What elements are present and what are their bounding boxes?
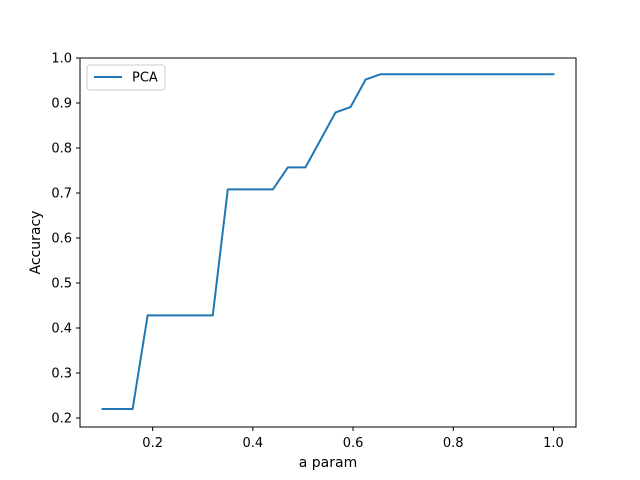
x-tick-label: 0.6 <box>343 436 364 451</box>
plot-frame <box>79 57 577 428</box>
y-tick-label: 0.8 <box>51 142 72 157</box>
x-tick-label: 0.2 <box>142 436 163 451</box>
y-tick-label: 0.3 <box>51 367 72 382</box>
y-tick-label: 0.6 <box>51 232 72 247</box>
x-tick-label: 0.4 <box>243 436 264 451</box>
y-tick-label: 0.5 <box>51 277 72 292</box>
series-layer <box>101 73 555 410</box>
x-tick-label: 0.8 <box>443 436 464 451</box>
x-tick-label: 1.0 <box>543 436 564 451</box>
y-axis-label: Accuracy <box>28 211 44 275</box>
x-axis-label: a param <box>299 455 357 471</box>
plot-area <box>80 58 576 427</box>
legend: PCA <box>86 64 166 91</box>
ticks-layer: 0.2 0.4 0.6 0.8 1.0 0.2 0.3 0.4 0.5 0.6 0.7 0.8 0.9 1… <box>51 52 563 452</box>
series-line-pca <box>101 73 555 410</box>
y-tick-label: 0.9 <box>51 97 72 112</box>
legend-box <box>86 64 166 91</box>
legend-label-pca: PCA <box>132 71 158 86</box>
y-tick-label: 0.2 <box>51 412 72 427</box>
y-tick-label: 0.7 <box>51 187 72 202</box>
y-tick-label: 0.4 <box>51 322 72 337</box>
y-tick-label: 1.0 <box>51 52 72 67</box>
